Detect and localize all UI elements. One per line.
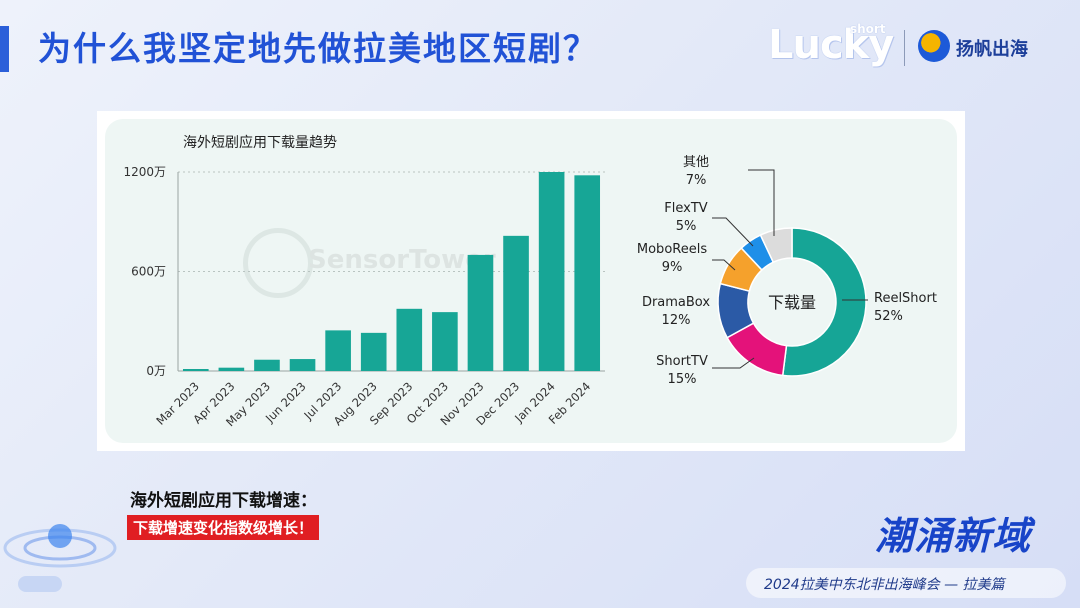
- yangfan-logo-icon: [918, 30, 950, 62]
- bar: [396, 308, 423, 371]
- pie-label-percent: 15%: [668, 372, 697, 387]
- pie-label-percent: 5%: [676, 219, 697, 234]
- lucky-logo-short: short: [850, 22, 886, 36]
- bar: [289, 359, 316, 371]
- event-subtitle: 2024拉美中东北非出海峰会 — 拉美篇: [764, 577, 1005, 593]
- watermark-icon: [243, 228, 313, 298]
- bar: [254, 359, 280, 371]
- bar: [325, 330, 351, 371]
- pie-label-name: MoboReels: [637, 242, 707, 257]
- leader-line: [712, 259, 736, 271]
- y-tick-label: 1200万: [123, 165, 166, 179]
- bar: [218, 367, 245, 371]
- yangfan-logo: 扬帆出海: [956, 39, 1028, 60]
- tech-decoration-icon: [3, 524, 117, 592]
- bar: [182, 369, 209, 371]
- download-growth-subtitle: 海外短剧应用下载增速：: [130, 491, 317, 511]
- y-tick-label: 0万: [146, 364, 166, 378]
- pie-label-name: 其他: [683, 155, 709, 170]
- logo-divider: [904, 30, 905, 66]
- pie-slice: [759, 227, 793, 264]
- event-subtitle-pill: 2024拉美中东北非出海峰会 — 拉美篇: [746, 568, 1066, 598]
- pie-label-percent: 52%: [874, 309, 903, 324]
- pie-label-name: ShortTV: [656, 354, 708, 369]
- pie-slice: [781, 227, 867, 377]
- growth-highlight-badge: 下载增速变化指数级增长！: [127, 515, 320, 540]
- bar: [503, 235, 529, 371]
- pie-center-label: 下载量: [768, 293, 816, 312]
- pie-label-percent: 12%: [662, 313, 691, 328]
- leader-line: [712, 357, 755, 369]
- bar: [574, 175, 601, 371]
- bar: [360, 332, 387, 371]
- pie-label-name: FlexTV: [664, 201, 707, 216]
- bar: [467, 254, 494, 371]
- pie-label-name: ReelShort: [874, 291, 937, 306]
- bar-chart-title: 海外短剧应用下载量趋势: [183, 135, 337, 151]
- page-title: 为什么我坚定地先做拉美地区短剧？: [38, 29, 598, 68]
- watermark-text: SensorTower: [308, 245, 496, 275]
- bar: [432, 312, 458, 371]
- pie-label-percent: 9%: [662, 260, 683, 275]
- lucky-logo: Lucky: [768, 22, 894, 68]
- pie-label-name: DramaBox: [642, 295, 710, 310]
- bar: [538, 172, 565, 371]
- leader-line: [748, 169, 775, 236]
- event-title: 潮涌新域: [875, 514, 1032, 558]
- leader-line: [712, 217, 754, 247]
- y-tick-label: 600万: [131, 265, 166, 279]
- title-accent-bar: [0, 26, 9, 72]
- pie-label-percent: 7%: [686, 173, 707, 188]
